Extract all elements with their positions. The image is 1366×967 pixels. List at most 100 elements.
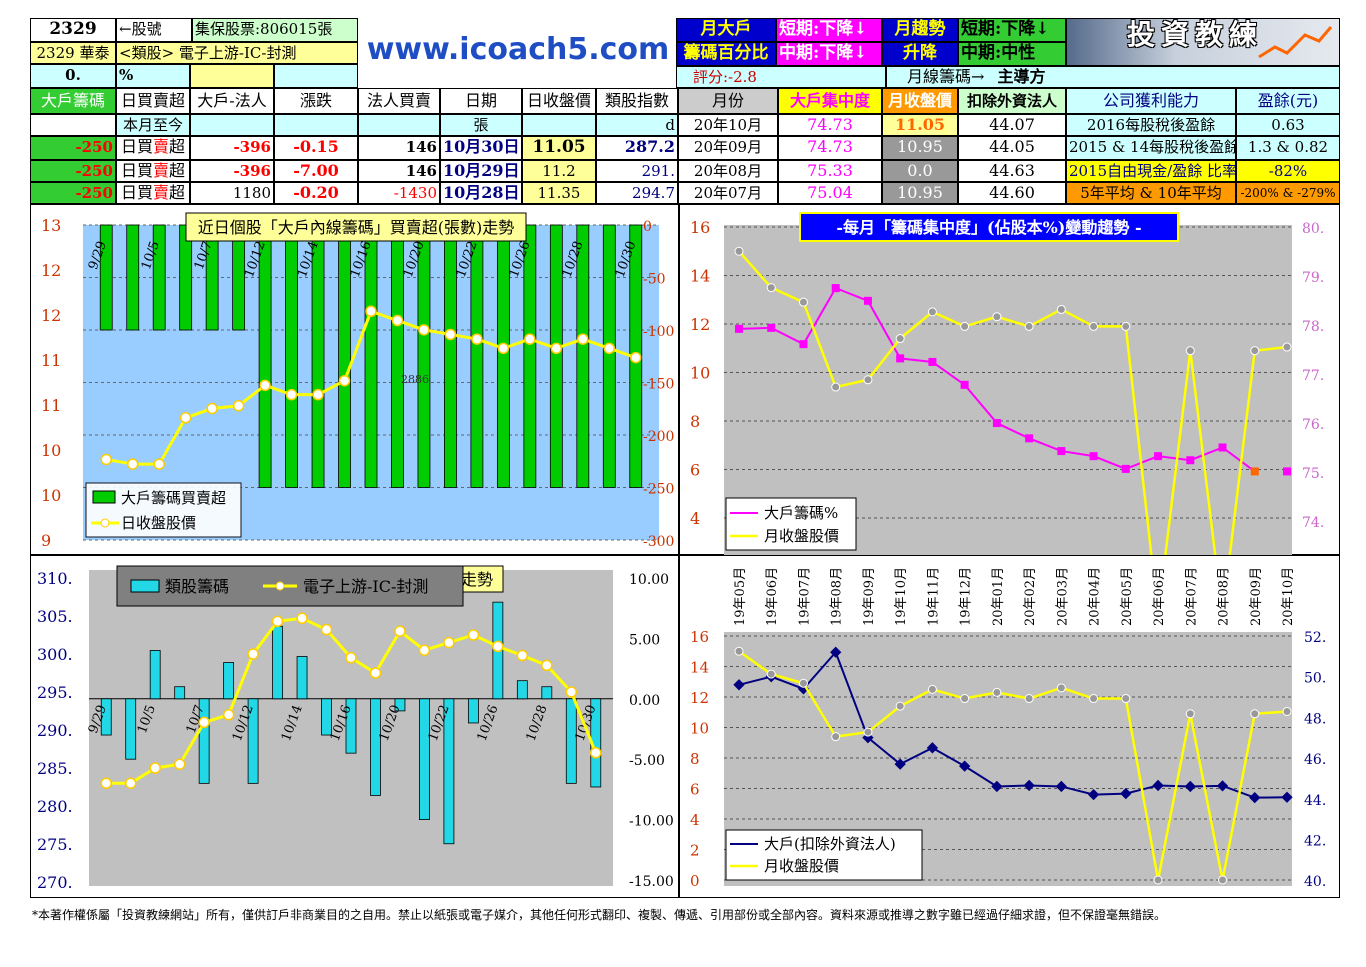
monthly-row-price: 11.05	[882, 114, 958, 136]
sector-index-point	[394, 625, 406, 637]
daily-subrow-0	[30, 114, 116, 136]
sector-index-point	[271, 615, 284, 628]
monthly-row-concentration: 75.04	[778, 182, 882, 204]
blank-yellow	[190, 64, 274, 88]
monthly-price-point	[895, 334, 905, 344]
right-tick-label: 79.	[1302, 270, 1324, 286]
x-tick-label: 20年09月	[1249, 567, 1264, 626]
daily-row-change: -7.00	[274, 160, 358, 182]
price-point	[100, 453, 112, 466]
right-tick-label: -50	[643, 272, 666, 288]
short-term-2: 短期:下降↓	[958, 18, 1066, 42]
monthly-line-label: 月線籌碼→	[907, 67, 985, 86]
monthly-price-point	[1024, 321, 1034, 331]
price-point	[550, 342, 563, 355]
left-tick-label: 12	[41, 306, 61, 325]
concentration-point	[992, 419, 1001, 428]
sector-index-point	[565, 686, 578, 698]
daily-subrow-4	[358, 114, 440, 136]
price-point	[391, 314, 404, 327]
monthly-row-profit-label: 2015自由現金/盈餘 比率	[1066, 160, 1236, 182]
daily-row-date: 10月28日	[440, 182, 522, 204]
blank-zero: 0.	[30, 64, 116, 88]
right-tick-label: 46.	[1304, 752, 1326, 768]
monthly-row-month: 20年09月	[678, 136, 778, 160]
monthly-price-point	[992, 687, 1002, 697]
sector-index-point	[296, 612, 308, 625]
price-point	[418, 324, 430, 336]
mid-term-2: 中期:中性	[958, 42, 1066, 66]
rising-label: 升降	[882, 42, 958, 66]
daily-row-inst: -1430	[358, 182, 440, 204]
left-tick-label: 14	[690, 659, 709, 677]
daily-row-chip: -250	[30, 136, 116, 160]
holder-point	[894, 758, 906, 770]
left-tick-label: 280.	[37, 797, 73, 816]
left-tick-label: 2	[690, 842, 700, 860]
chart-monthly-concentration-svg: 16 14 12 10 8 6 4 80. 79. 78. 77. 76. 75. 74. -每月「籌碼集中…	[690, 212, 1324, 616]
left-tick-label: 300.	[37, 645, 73, 664]
price-point	[603, 342, 616, 355]
chip-bar	[152, 224, 166, 331]
monthly-price-point	[960, 694, 970, 704]
x-tick-label: 19年10月	[894, 567, 909, 626]
concentration-point	[960, 380, 969, 389]
price-point	[232, 399, 245, 412]
sector-bar	[149, 650, 161, 700]
monthly-price-point	[798, 297, 808, 307]
right-tick-label: 76.	[1302, 417, 1324, 433]
right-tick-label: -15.00	[629, 874, 674, 890]
right-tick-label: 0	[643, 219, 652, 235]
website-title[interactable]: www.icoach5.com	[366, 32, 670, 67]
monthly-row-month: 20年10月	[678, 114, 778, 136]
holder-point	[1281, 791, 1293, 803]
monthly-line: 月線籌碼→ 主導方	[886, 66, 1340, 88]
monthly-row-price: 10.95	[882, 136, 958, 160]
x-tick-label: 20年06月	[1152, 567, 1167, 626]
concentration-point	[1186, 456, 1195, 465]
left-tick-label: 305.	[37, 607, 73, 626]
title-box	[185, 212, 527, 242]
sector-bar	[100, 698, 112, 736]
price-point	[285, 388, 298, 401]
monthly-row-profit-label: 5年平均 & 10年平均	[1066, 182, 1236, 204]
monthly-price-point	[1185, 346, 1195, 356]
concentration-point	[767, 323, 776, 332]
right-tick-label: -10.00	[629, 814, 674, 830]
holder-point	[1216, 780, 1229, 792]
chart-monthly-concentration: 16 14 12 10 8 6 4 80. 79. 78. 77. 76. 75. 74. -每月「籌碼集中…	[679, 204, 1340, 616]
concentration-point	[735, 324, 743, 333]
annotation-label: 2886	[401, 373, 429, 386]
monthly-price-line	[738, 250, 1288, 616]
x-tick-label: 19年05月	[733, 567, 748, 626]
daily-row-close: 11.05	[522, 136, 596, 160]
right-tick-label: 48.	[1304, 711, 1326, 727]
daily-row-diff: -396	[190, 160, 274, 182]
sector-index-point	[492, 640, 504, 653]
sector-bar	[370, 698, 381, 796]
pct-sign: %	[116, 64, 190, 88]
left-tick-label: 290.	[37, 721, 73, 740]
concentration-point	[799, 340, 808, 349]
monthly-row-ex-foreign: 44.63	[958, 160, 1066, 182]
sector-index-point	[369, 667, 382, 679]
sector-bar	[419, 698, 430, 821]
daily-subrow-5: 張	[440, 114, 522, 136]
left-tick-label: 16	[690, 628, 709, 646]
daily-subrow-6	[522, 114, 596, 136]
header-panel: 2329 ←股號 集保股票:806015張 2329 華泰 <類股> 電子上游-…	[30, 18, 1340, 204]
left-tick-label: 14	[690, 267, 710, 286]
daily-row-chip: -250	[30, 182, 116, 204]
monthly-price-point	[895, 701, 905, 711]
monthly-price-point	[766, 669, 776, 679]
monthly-row-concentration: 75.33	[778, 160, 882, 182]
price-point	[577, 333, 589, 345]
x-tick-label: 19年12月	[959, 567, 974, 626]
left-tick-label: 6	[690, 781, 700, 799]
concentration-point	[1218, 443, 1227, 452]
left-tick-label: 10	[690, 720, 709, 738]
legend-box	[116, 565, 464, 607]
daily-header-6: 日收盤價	[522, 88, 596, 114]
right-tick-label: 52.	[1304, 630, 1326, 646]
left-tick-label: 9	[41, 531, 51, 550]
